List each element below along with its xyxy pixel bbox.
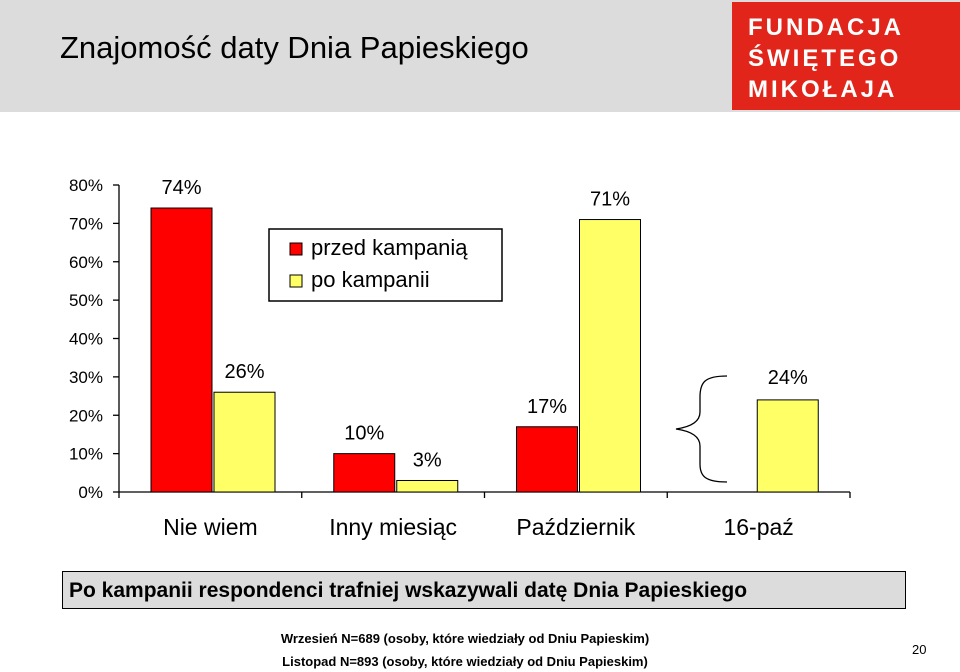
data-label-przed: 74% [161, 177, 201, 199]
legend-swatch [289, 242, 303, 256]
y-tick-label: 30% [69, 368, 103, 387]
bar-po-kampanii [396, 479, 459, 493]
bar-po-kampanii [579, 219, 641, 493]
x-category-label: Inny miesiąc [329, 514, 457, 540]
note-november: Listopad N=893 (osoby, które wiedziały o… [282, 654, 648, 669]
y-tick-label: 0% [78, 483, 103, 502]
legend-label: przed kampanią [311, 235, 468, 260]
x-category-label: 16-paź [723, 514, 793, 540]
logo-line-2: ŚWIĘTEGO [748, 45, 902, 72]
bar-przed-kampania [333, 453, 396, 493]
note-september: Wrzesień N=689 (osoby, które wiedziały o… [280, 631, 650, 646]
summary-text: Po kampanii respondenci trafniej wskazyw… [69, 579, 748, 602]
curly-brace [675, 375, 728, 483]
y-tick-label: 70% [69, 214, 103, 233]
logo-line-3: MIKOŁAJA [748, 76, 898, 103]
header-bar: Znajomość daty Dnia Papieskiego FUNDACJA… [0, 0, 960, 112]
y-tick-label: 10% [69, 445, 103, 464]
fundacja-logo: FUNDACJA ŚWIĘTEGO MIKOŁAJA [732, 2, 960, 110]
bar-po-kampanii [756, 399, 819, 493]
bar-po-kampanii [213, 391, 276, 493]
x-category-label: Nie wiem [163, 514, 258, 540]
y-tick-label: 60% [69, 253, 103, 272]
bar-przed-kampania [150, 207, 213, 493]
data-label-przed: 10% [344, 423, 384, 445]
data-label-przed: 17% [527, 396, 567, 418]
legend-label: po kampanii [311, 267, 430, 292]
x-category-label: Październik [516, 514, 635, 540]
y-tick-label: 40% [69, 330, 103, 349]
data-label-po: 3% [413, 449, 442, 471]
page-number: 20 [912, 642, 927, 657]
page-title: Znajomość daty Dnia Papieskiego [60, 30, 529, 65]
y-tick-label: 50% [69, 291, 103, 310]
legend-swatch [289, 274, 303, 288]
logo-line-1: FUNDACJA [748, 14, 904, 41]
bar-przed-kampania [516, 426, 578, 493]
y-tick-label: 20% [69, 406, 103, 425]
bar-chart: 0% 10% 20% 30% 40% 50% 60% 70% 80% Nie wiem Inny m… [69, 176, 851, 540]
y-tick-label: 80% [69, 176, 103, 195]
data-label-po: 26% [224, 361, 264, 383]
data-label-po: 24% [768, 367, 808, 389]
summary-banner: Po kampanii respondenci trafniej wskazyw… [62, 571, 906, 609]
data-label-po: 71% [590, 189, 630, 211]
legend-box [268, 228, 503, 302]
